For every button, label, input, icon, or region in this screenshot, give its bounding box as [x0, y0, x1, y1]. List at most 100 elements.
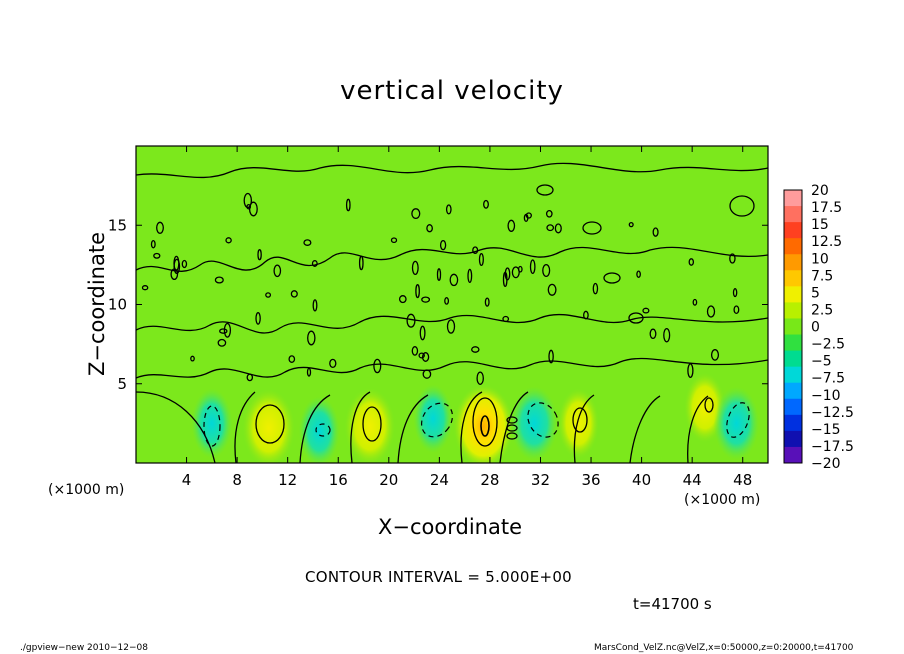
- small-contour: [525, 212, 532, 219]
- small-contour: [190, 355, 195, 362]
- small-contour: [411, 260, 419, 276]
- small-contour: [307, 330, 316, 346]
- small-contour: [223, 322, 232, 338]
- contour-lines: [136, 162, 768, 463]
- y-tick-label: 10: [108, 296, 127, 314]
- y-axis: 5 10 15: [108, 216, 768, 393]
- small-contour: [303, 239, 312, 246]
- contour-interval-note: CONTOUR INTERVAL = 5.000E+00: [305, 568, 573, 586]
- colorbar-swatch: [784, 430, 802, 448]
- colorbar-label: −10: [811, 388, 841, 404]
- small-contour: [478, 252, 484, 267]
- small-contour: [729, 253, 736, 264]
- footer-right: MarsCond_VelZ.nc@VelZ,x=0:50000,z=0:2000…: [594, 643, 854, 653]
- small-contour: [502, 271, 508, 288]
- small-contour: [150, 239, 156, 249]
- colorbar-swatch: [784, 398, 802, 416]
- small-contour: [444, 297, 450, 305]
- small-contour: [225, 237, 232, 244]
- small-contour: [642, 307, 650, 314]
- colorbar-swatch: [784, 254, 802, 271]
- colorbar-swatch: [784, 190, 802, 207]
- small-contour: [255, 312, 261, 325]
- colorbar-swatch: [784, 206, 802, 223]
- small-contour: [421, 352, 430, 362]
- colorbar-swatch: [784, 446, 802, 464]
- colorbar-label: 12.5: [811, 234, 842, 250]
- colorbar-swatch: [784, 270, 802, 287]
- small-contour: [687, 363, 694, 378]
- small-contour: [449, 273, 459, 287]
- colorbar-frame: [783, 189, 803, 464]
- x-tick-label: 4: [182, 471, 192, 489]
- small-contour: [502, 315, 510, 323]
- x-tick-label: 32: [531, 471, 550, 489]
- small-contour: [732, 288, 738, 298]
- small-contour: [652, 227, 659, 237]
- chart-title: vertical velocity: [340, 76, 564, 106]
- small-contour: [583, 310, 589, 320]
- colorbar-swatch: [784, 286, 802, 303]
- small-contour: [706, 305, 716, 318]
- x-unit-label-left: (×1000 m): [48, 482, 125, 498]
- small-contour: [688, 258, 695, 266]
- small-contour: [546, 224, 555, 232]
- x-tick-label: 8: [232, 471, 242, 489]
- x-tick-label: 20: [379, 471, 398, 489]
- field-cell-8: [510, 386, 558, 461]
- colorbar-label: 5: [811, 285, 820, 301]
- field-cell-5: [191, 388, 233, 459]
- small-contour: [542, 263, 551, 278]
- colorbar-swatch: [784, 238, 802, 255]
- small-contour: [476, 371, 484, 385]
- small-contour: [312, 299, 318, 312]
- y-tick-label: 15: [108, 216, 127, 234]
- small-contour: [257, 249, 262, 261]
- x-tick-label: 48: [733, 471, 752, 489]
- small-contour: [419, 325, 426, 341]
- colorbar-label: −5: [811, 354, 832, 370]
- colorbar-label: 15: [811, 217, 829, 233]
- colorbar-swatch: [784, 366, 802, 384]
- small-contour: [467, 268, 473, 284]
- x-tick-label: 28: [480, 471, 499, 489]
- small-contour: [733, 305, 740, 315]
- small-contour: [628, 221, 634, 228]
- colorbar-label: 2.5: [811, 302, 833, 318]
- colorbar-swatch: [784, 302, 802, 319]
- small-contour: [523, 213, 529, 223]
- small-contour: [663, 327, 671, 343]
- field-cell-3: [558, 388, 599, 459]
- small-contour: [288, 355, 296, 363]
- colorbar-label: 20: [811, 183, 829, 199]
- small-contour: [649, 328, 657, 340]
- small-contour: [545, 209, 553, 218]
- colorbar-label: −20: [811, 456, 841, 472]
- x-unit-label-right: (×1000 m): [684, 492, 761, 508]
- colorbar-swatch: [784, 318, 802, 336]
- small-contour: [306, 367, 312, 377]
- small-contour: [554, 223, 562, 234]
- small-contour: [415, 284, 420, 299]
- small-contour: [529, 259, 536, 275]
- small-contour: [548, 349, 554, 364]
- small-contour: [507, 219, 516, 232]
- x-tick-label: 24: [430, 471, 449, 489]
- colorbar-swatch: [784, 334, 802, 352]
- small-contour: [311, 260, 318, 267]
- colorbar-label: −15: [811, 422, 841, 438]
- colorbar-label: −12.5: [811, 405, 854, 421]
- small-contour: [547, 283, 557, 296]
- small-contour: [156, 221, 164, 234]
- small-contour: [398, 295, 407, 304]
- small-contours: [141, 192, 740, 385]
- small-contour: [411, 346, 419, 356]
- small-contour: [472, 246, 479, 255]
- small-contour: [358, 255, 364, 271]
- small-contour: [411, 208, 421, 220]
- small-contour: [471, 346, 480, 353]
- small-contour: [406, 313, 416, 328]
- small-contour: [290, 290, 298, 298]
- field-cell-9: [713, 386, 760, 460]
